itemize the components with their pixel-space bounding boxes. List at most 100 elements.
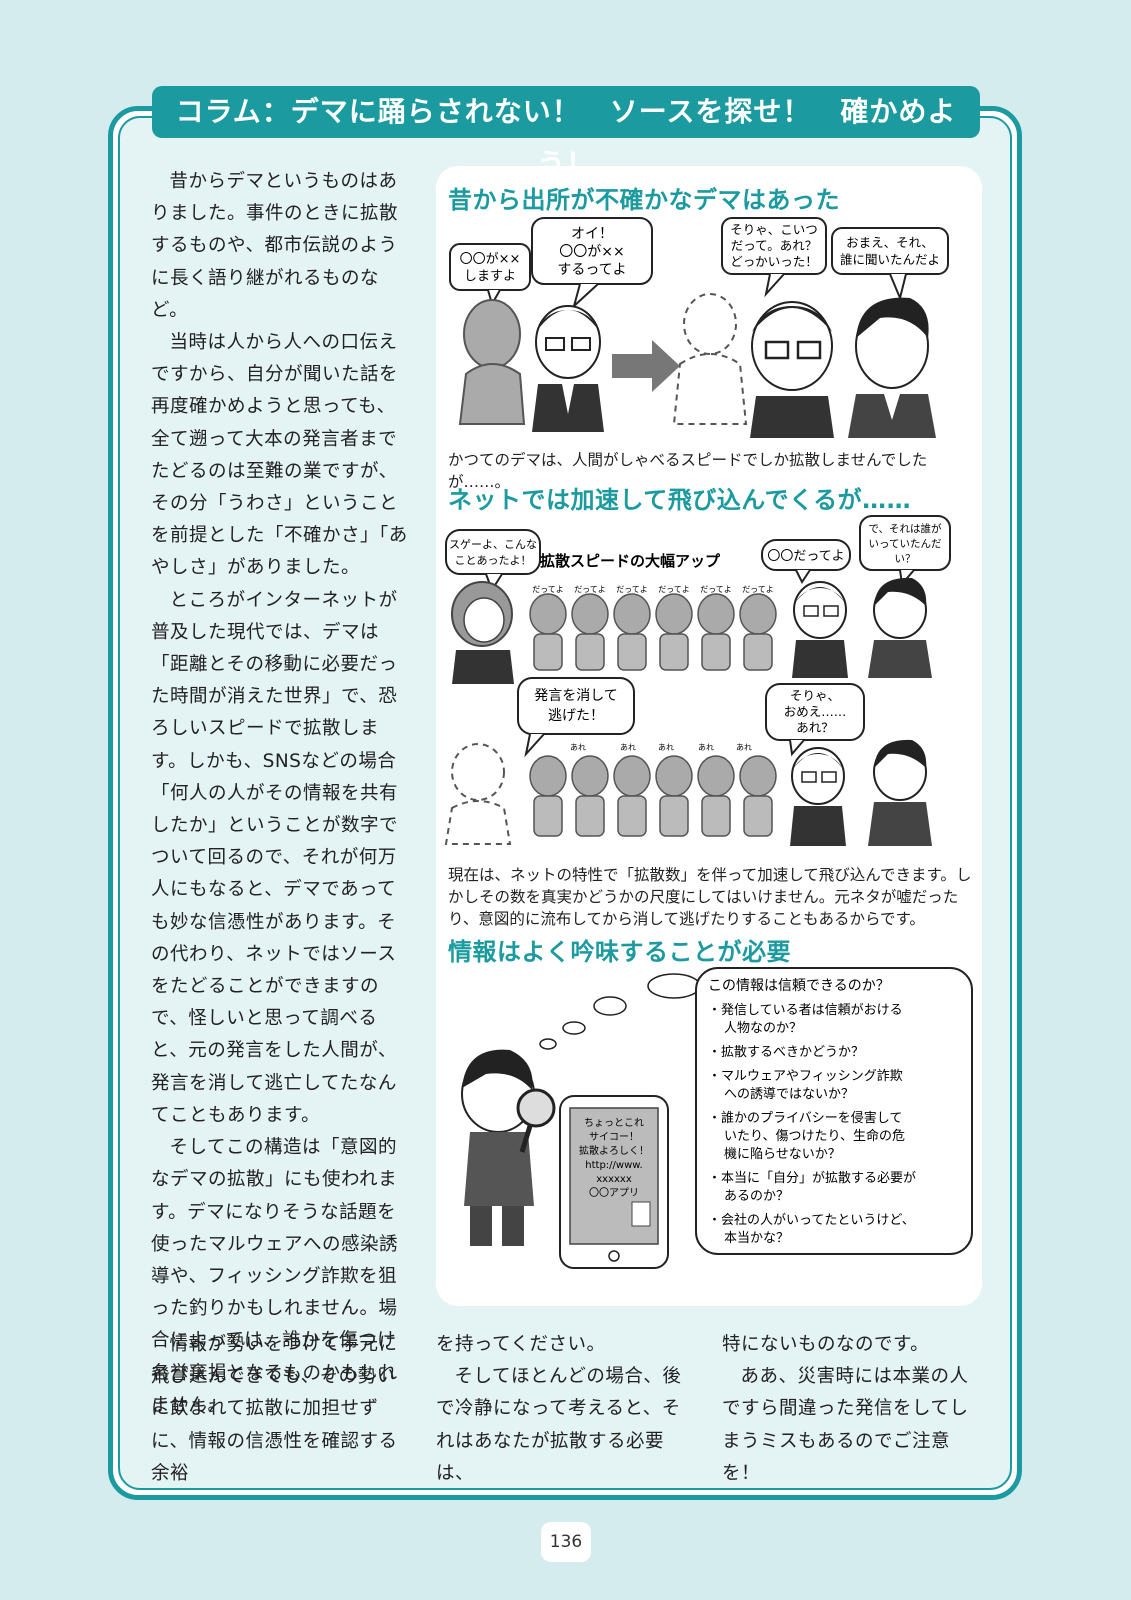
svg-text:・会社の人がいってたというけど、: ・会社の人がいってたというけど、 xyxy=(708,1212,915,1228)
bubble-b-line1: オイ！ xyxy=(571,226,613,242)
crowd-person: だってよ xyxy=(571,585,609,671)
paragraph-continuation: を持ってください。 xyxy=(436,1334,606,1355)
svg-text:・拡散するべきかどうか？: ・拡散するべきかどうか？ xyxy=(708,1045,864,1060)
man-glasses-figure xyxy=(532,305,604,432)
section1-illustration: 〇〇が×× しますよ オイ！ 〇〇が×× するってよ そりゃ、こいつ だって。あ… xyxy=(449,217,949,438)
checklist-item-line: 誰かのプライバシーを侵害して xyxy=(721,1110,902,1126)
crowd-label: あれ xyxy=(736,743,752,752)
paragraph: 昔からデマというものはありました。事件のときに拡散するものや、都市伝説のように長… xyxy=(151,171,399,321)
bubble-c-line3: い？ xyxy=(895,553,916,565)
section1-heading: 昔から出所が不確かなデマはあった xyxy=(448,186,840,214)
bottom-column-2: を持ってください。 そしてほとんどの場合、後で冷静になって考えると、それはあなた… xyxy=(436,1329,698,1490)
gray-person-figure xyxy=(458,299,526,425)
thought-bubble-dot xyxy=(593,996,627,1016)
bubble-c-line1: で、それは誰が xyxy=(868,522,942,535)
section3-illustration: この情報は信頼できるのか？ ・発信している者は信頼がおける 人物なのか？ ・拡散… xyxy=(461,967,973,1269)
phone-text-line: 拡散よろしく！ xyxy=(579,1144,649,1157)
crowd-label: だってよ xyxy=(532,585,564,594)
bubble-e-line3: あれ？ xyxy=(796,720,834,735)
paragraph: そしてほとんどの場合、後で冷静になって考えると、それはあなたが拡散する必要は、 xyxy=(436,1366,682,1484)
checklist-cloud: この情報は信頼できるのか？ ・発信している者は信頼がおける 人物なのか？ ・拡散… xyxy=(695,967,973,1255)
man-glasses-figure xyxy=(790,747,846,846)
man-glasses-figure xyxy=(792,581,848,678)
bubble-e-line1: そりゃ、 xyxy=(790,688,840,703)
speech-bubble-a: スゲーよ、こんな ことあったよ！ xyxy=(445,529,541,593)
bubble-d-line2: 逃げた！ xyxy=(548,708,604,724)
magnifier-icon xyxy=(516,1088,556,1153)
crowd-label: あれ xyxy=(698,743,714,752)
girl-with-phone-figure xyxy=(451,581,514,684)
paragraph-continuation: 特にないものなのです。 xyxy=(722,1334,930,1355)
checklist-item-line: マルウェアやフィッシング詐欺 xyxy=(721,1068,903,1084)
svg-text:・発信している者は信頼がおける: ・発信している者は信頼がおける xyxy=(708,1003,903,1018)
section2-illustration: スゲーよ、こんな ことあったよ！ 拡散スピードの大幅アップ 〇〇だってよ で、そ… xyxy=(444,515,951,846)
bubble-e-line2: おめえ…… xyxy=(784,704,847,719)
smartphone-icon: ちょっとこれ サイコー！ 拡散よろしく！ http://www. xxxxxx … xyxy=(559,1095,669,1269)
bubble-d-line2: 誰に聞いたんだよ xyxy=(840,252,940,267)
crowd-label: だってよ xyxy=(658,585,690,594)
checklist-item-line: 発信している者は信頼がおける xyxy=(721,1003,903,1018)
paragraph: ああ、災害時には本業の人ですら間違った発信をしてしまうミスもあるのでご注意を！ xyxy=(722,1366,969,1484)
speech-bubble-d: 発言を消して 逃げた！ xyxy=(517,677,635,758)
crowd-person: あれ xyxy=(571,743,636,837)
crowd-person: あれ xyxy=(697,743,752,837)
man-big-glasses-figure xyxy=(750,301,834,438)
phone-text-line: サイコー！ xyxy=(589,1131,639,1143)
bottom-column-3: 特にないものなのです。 ああ、災害時には本業の人ですら間違った発信をしてしまうミ… xyxy=(722,1329,984,1490)
crowd-person xyxy=(739,755,777,837)
checklist-item-line: いたり、傷つけたり、生命の危 xyxy=(724,1128,905,1144)
svg-text:・本当に「自分」が拡散する必要が: ・本当に「自分」が拡散する必要が xyxy=(708,1171,916,1186)
crowd-person: だってよ xyxy=(529,585,567,671)
speech-bubble-b: 〇〇だってよ xyxy=(761,539,851,584)
section1-caption: かつてのデマは、人間がしゃべるスピードでしか拡散しませんでしたが……。 xyxy=(448,451,928,491)
crowd-person: だってよ xyxy=(697,585,735,671)
checklist-title: この情報は信頼できるのか？ xyxy=(708,978,890,994)
speech-bubble-e: そりゃ、 おめえ…… あれ？ xyxy=(765,683,865,757)
bubble-a-line2: ことあったよ！ xyxy=(455,554,532,567)
phone-text-line: xxxxxx xyxy=(596,1174,632,1185)
bubble-d-line1: おまえ、それ、 xyxy=(846,235,934,250)
checklist-item-line: 拡散するべきかどうか？ xyxy=(721,1045,864,1060)
phone-text-line: 〇〇アプリ xyxy=(589,1187,639,1199)
checklist-item-line: あるのか？ xyxy=(724,1189,789,1204)
thought-bubble-dot xyxy=(562,1021,586,1035)
crowd-label: あれ xyxy=(658,743,674,752)
crowd-label: あれ xyxy=(620,743,636,752)
bubble-b-line3: するってよ xyxy=(557,262,626,278)
paragraph: 当時は人から人への口伝えですから、自分が聞いた話を再度確かめようと思っても、全て… xyxy=(151,332,408,579)
speed-up-label: 拡散スピードの大幅アップ xyxy=(540,552,721,570)
svg-text:・マルウェアやフィッシング詐欺: ・マルウェアやフィッシング詐欺 xyxy=(708,1068,903,1084)
bottom-column-1: 情報が勢いをつけて手元に飛び込んできても、その勢いに飲まれて拡散に加担せずに、情… xyxy=(151,1329,411,1490)
paragraph: そしてこの構造は「意図的なデマの拡散」にも使われます。デマになりそうな話題を使っ… xyxy=(151,1137,399,1416)
column-title: コラム：デマに踊らされない！ ソースを探せ！ 確かめよう！ xyxy=(152,86,980,180)
man-with-magnifier-figure xyxy=(461,1049,535,1246)
bubble-c-line3: どっかいった！ xyxy=(730,254,818,269)
left-column-text: 昔からデマというものはありました。事件のときに拡散するものや、都市伝説のように長… xyxy=(151,166,411,1422)
checklist-item-line: 機に陥らせないか？ xyxy=(724,1147,841,1162)
bubble-c-line2: いっていたんだ xyxy=(869,538,942,550)
speech-bubble-a: 〇〇が×× しますよ xyxy=(449,243,531,307)
crowd-person: だってよ xyxy=(655,585,693,671)
speech-bubble-b: オイ！ 〇〇が×× するってよ xyxy=(531,217,653,310)
bubble-d-line1: 発言を消して xyxy=(534,688,618,704)
checklist-item-line: 本当かな？ xyxy=(724,1231,789,1246)
thought-bubble-dot xyxy=(539,1038,557,1050)
checklist-item-line: 本当に「自分」が拡散する必要が xyxy=(721,1171,916,1186)
man-slick-hair-figure xyxy=(868,739,932,846)
right-arrow-icon xyxy=(612,340,680,392)
thought-bubble-dot xyxy=(647,973,701,999)
crowd-label: だってよ xyxy=(574,585,606,594)
vanished-person-outline xyxy=(672,293,748,425)
crowd-person: あれ xyxy=(655,743,714,837)
crowd-label: だってよ xyxy=(700,585,732,594)
bubble-c-line1: そりゃ、こいつ xyxy=(730,222,818,237)
crowd-person: あれ xyxy=(529,743,586,837)
checklist-item-line: 人物なのか？ xyxy=(724,1021,802,1036)
section2-heading: ネットでは加速して飛び込んでくるが…… xyxy=(448,486,912,514)
checklist-item-line: 会社の人がいってたというけど、 xyxy=(721,1212,915,1228)
crowd-label: だってよ xyxy=(742,585,774,594)
vanished-person-outline xyxy=(444,743,512,845)
phone-text-line: ちょっとこれ xyxy=(584,1117,644,1129)
crowd-person: あれ xyxy=(613,743,674,837)
phone-text-line: http://www. xyxy=(585,1160,642,1171)
